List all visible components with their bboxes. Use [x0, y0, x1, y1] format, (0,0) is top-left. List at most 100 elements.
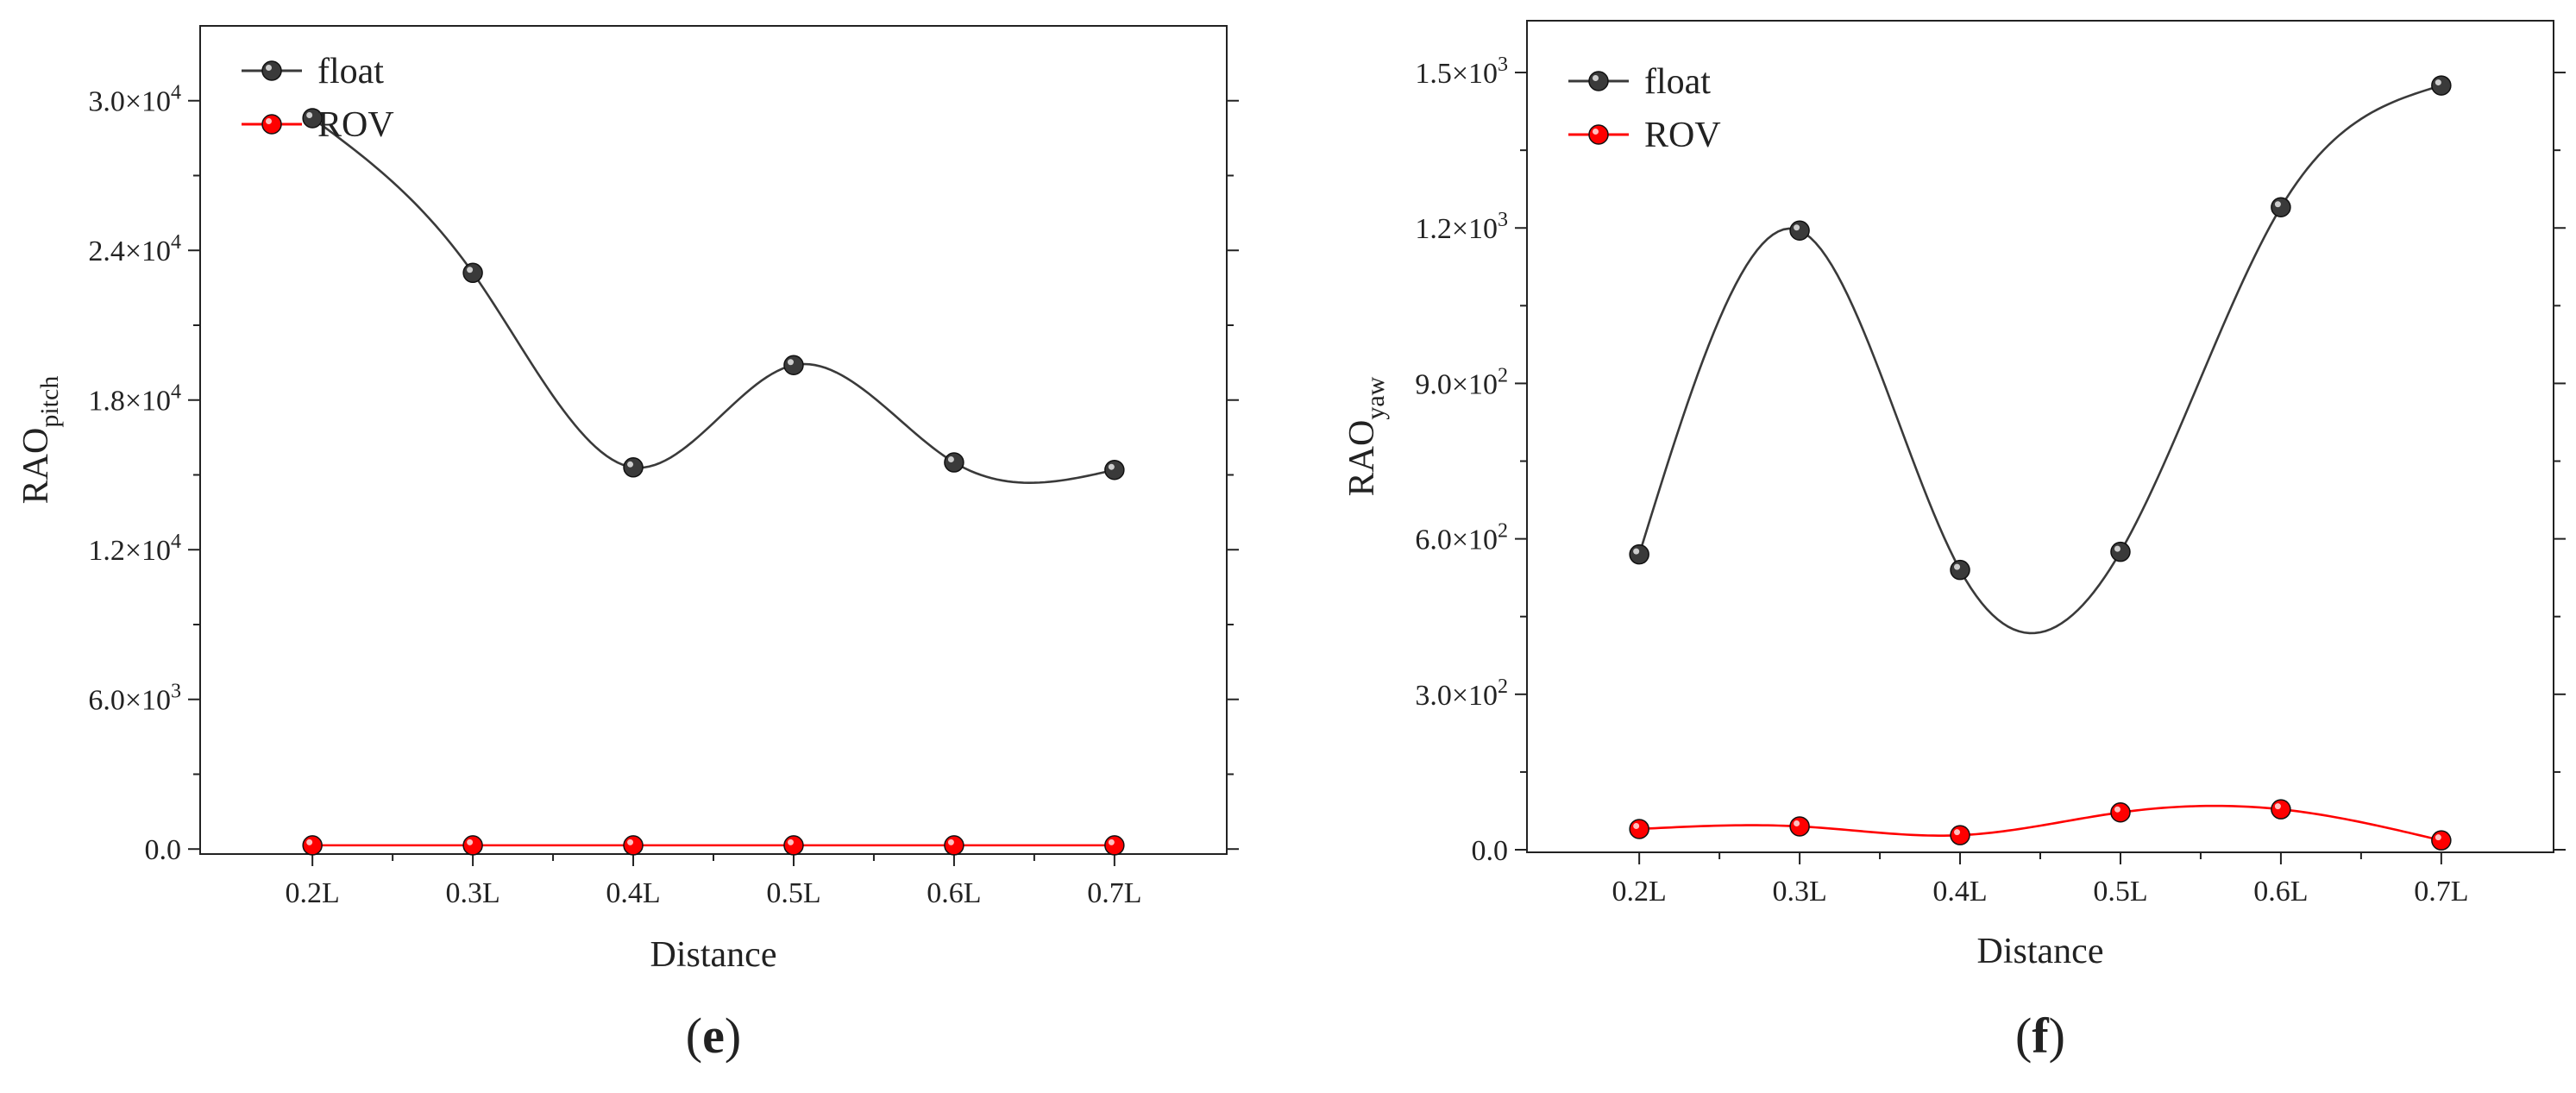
- data-point-float-0.5L-highlight: [2114, 545, 2120, 552]
- x-tick-label: 0.5L: [2093, 876, 2147, 908]
- data-point-float-0.2L-highlight: [1633, 548, 1640, 555]
- x-tick-label: 0.6L: [2253, 876, 2308, 908]
- data-point-float-0.5L-highlight: [787, 359, 794, 366]
- data-point-ROV-0.6L-highlight: [2274, 803, 2281, 810]
- x-tick-label: 0.3L: [445, 877, 499, 909]
- y-tick-label: 1.5×103: [1415, 53, 1508, 90]
- panel-label: (e): [686, 1008, 741, 1064]
- y-tick-label: 1.2×104: [88, 531, 181, 567]
- legend-marker-ROV-highlight: [266, 118, 272, 124]
- x-axis-title: Distance: [1977, 932, 2104, 971]
- chart-panel-f: 0.0 3.0×102 6.0×102 9.0×102 1.2×103 1.5×103 0.…: [1342, 20, 2566, 1064]
- data-point-ROV-0.7L-body: [2431, 830, 2452, 851]
- data-point-float-0.2L-highlight: [306, 111, 313, 118]
- y-axis-title: RAOpitch: [16, 376, 64, 505]
- data-point-float-0.2L: [1629, 543, 1649, 565]
- x-tick-label: 0.4L: [1932, 876, 1987, 908]
- data-point-ROV-0.7L: [1104, 835, 1125, 856]
- series-line-ROV: [1639, 804, 2442, 842]
- x-tick-label: 0.3L: [1772, 876, 1826, 908]
- data-point-float-0.4L: [623, 457, 644, 478]
- data-point-float-0.2L: [302, 108, 323, 129]
- x-tick-label: 0.6L: [927, 877, 981, 909]
- data-point-ROV-0.2L-highlight: [306, 839, 313, 845]
- data-point-ROV-0.4L-body: [1950, 825, 1970, 845]
- data-point-float-0.5L-body: [2110, 541, 2131, 562]
- data-point-float-0.5L: [2110, 541, 2131, 562]
- legend-marker-ROV-body: [1588, 124, 1609, 145]
- data-point-float-0.3L-highlight: [467, 267, 474, 273]
- data-point-float-0.5L-body: [783, 355, 804, 376]
- y-tick-label: 3.0×104: [88, 82, 181, 118]
- x-tick-label: 0.7L: [1087, 877, 1141, 909]
- chart-panel-e: 0.0 6.0×103 1.2×104 1.8×104 2.4×104 3.0×104 0.…: [16, 25, 1239, 1064]
- data-point-ROV-0.4L: [1950, 825, 1970, 845]
- data-point-ROV-0.5L: [783, 835, 804, 856]
- x-tick-label: 0.2L: [1612, 876, 1667, 908]
- y-tick-label: 0.0: [1472, 835, 1509, 867]
- y-axis-title: RAOyaw: [1342, 376, 1390, 496]
- legend-label-float: float: [317, 52, 384, 91]
- data-point-ROV-0.7L-highlight: [2435, 834, 2441, 841]
- data-point-ROV-0.5L-highlight: [2114, 806, 2120, 813]
- series-line-float: [311, 116, 1115, 484]
- data-point-float-0.6L-body: [944, 452, 964, 473]
- legend-marker-float-highlight: [266, 65, 272, 71]
- data-point-float-0.7L-body: [1104, 459, 1125, 481]
- data-point-ROV-0.5L-body: [783, 835, 804, 856]
- data-point-ROV-0.3L-highlight: [1794, 820, 1800, 826]
- data-point-ROV-0.3L-body: [1789, 816, 1810, 837]
- data-point-ROV-0.2L-highlight: [1633, 822, 1640, 829]
- data-point-float-0.4L-highlight: [627, 461, 634, 468]
- data-point-ROV-0.5L: [2110, 802, 2131, 823]
- y-tick-label: 3.0×102: [1415, 675, 1508, 712]
- data-point-ROV-0.7L-highlight: [1108, 839, 1115, 845]
- data-point-ROV-0.4L-highlight: [627, 839, 634, 845]
- y-tick-label: 0.0: [145, 834, 182, 866]
- data-point-float-0.3L-body: [462, 262, 483, 284]
- x-tick-label: 0.4L: [606, 877, 660, 909]
- data-point-ROV-0.2L: [1629, 819, 1649, 839]
- data-point-float-0.7L: [1104, 459, 1125, 481]
- legend-marker-ROV-body: [261, 114, 282, 135]
- x-tick-label: 0.7L: [2414, 876, 2468, 908]
- series-line-float: [1637, 84, 2442, 635]
- data-point-float-0.6L: [944, 452, 964, 473]
- data-point-ROV-0.3L: [1789, 816, 1810, 837]
- legend-marker-float-body: [261, 60, 282, 81]
- panel-label: (f): [2015, 1008, 2065, 1064]
- data-point-ROV-0.7L: [2431, 830, 2452, 851]
- y-tick-label: 1.8×104: [88, 381, 181, 418]
- data-point-float-0.4L: [1950, 559, 1970, 581]
- data-point-float-0.4L-highlight: [1954, 563, 1961, 570]
- data-point-float-0.3L-body: [1789, 220, 1810, 242]
- legend-marker-ROV: [1588, 124, 1609, 145]
- legend-marker-float-highlight: [1593, 75, 1599, 81]
- data-point-float-0.4L-body: [1950, 559, 1970, 581]
- x-tick-label: 0.2L: [286, 877, 340, 909]
- legend-label-ROV: ROV: [1644, 116, 1721, 155]
- data-point-float-0.7L: [2431, 75, 2452, 96]
- data-point-float-0.5L: [783, 355, 804, 376]
- x-axis-title: Distance: [650, 935, 777, 975]
- data-point-ROV-0.3L-highlight: [467, 839, 474, 845]
- y-tick-label: 6.0×103: [88, 681, 181, 717]
- x-tick-label: 0.5L: [766, 877, 820, 909]
- data-point-ROV-0.6L-body: [944, 835, 964, 856]
- legend-marker-float-body: [1588, 71, 1609, 91]
- data-point-ROV-0.4L-body: [623, 835, 644, 856]
- y-tick-label: 6.0×102: [1415, 520, 1508, 556]
- y-tick-label: 1.2×103: [1415, 209, 1508, 245]
- data-point-ROV-0.6L-body: [2271, 799, 2291, 820]
- legend-marker-float: [261, 60, 282, 81]
- data-point-ROV-0.7L-body: [1104, 835, 1125, 856]
- data-point-ROV-0.2L: [302, 835, 323, 856]
- data-point-ROV-0.3L-body: [462, 835, 483, 856]
- data-point-ROV-0.6L-highlight: [947, 839, 954, 845]
- data-point-float-0.7L-highlight: [2435, 79, 2441, 86]
- data-point-ROV-0.5L-body: [2110, 802, 2131, 823]
- data-point-float-0.3L-highlight: [1794, 224, 1800, 231]
- data-point-float-0.7L-body: [2431, 75, 2452, 96]
- data-point-ROV-0.2L-body: [302, 835, 323, 856]
